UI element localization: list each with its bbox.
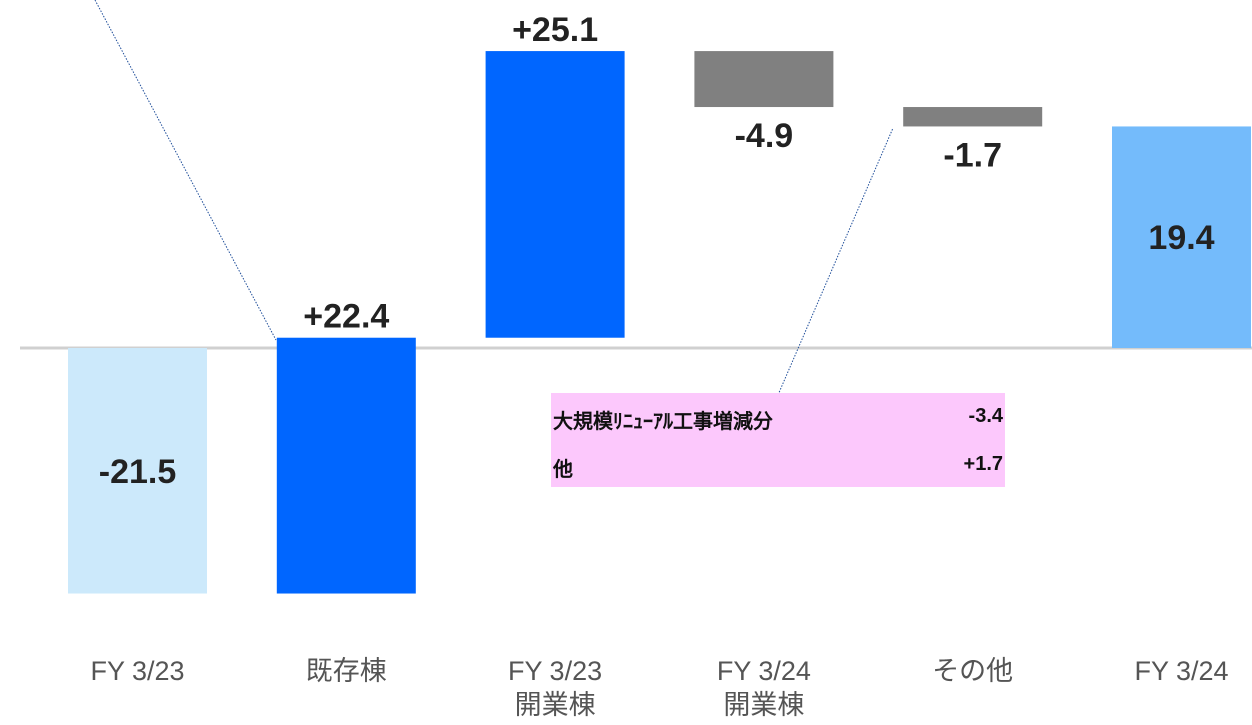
bars: -21.5 +22.4 +25.1 -4.9 -1.7 19.4 bbox=[68, 11, 1251, 594]
annotation-label: 大規模ﾘﾆｭｰｱﾙ工事増減分 bbox=[553, 411, 773, 433]
bar bbox=[68, 348, 207, 594]
value-label: -21.5 bbox=[99, 453, 177, 491]
x-tick-label: FY 3/24 開業棟 bbox=[716, 656, 811, 720]
leader-line bbox=[777, 127, 894, 396]
leader-line bbox=[94, 0, 277, 341]
value-label: +22.4 bbox=[303, 298, 389, 336]
x-tick-label: FY 3/23 bbox=[90, 656, 185, 686]
bar bbox=[485, 51, 625, 338]
x-tick-label: FY 3/24 bbox=[1134, 656, 1229, 686]
annotation-value: +1.7 bbox=[963, 453, 1003, 475]
bar bbox=[903, 107, 1043, 127]
annotation-label: 他 bbox=[553, 459, 573, 481]
x-tick-label: FY 3/23 開業棟 bbox=[508, 656, 603, 720]
x-tick-label: 既存棟 bbox=[305, 656, 387, 686]
x-tick-label: その他 bbox=[932, 656, 1014, 686]
value-label: -1.7 bbox=[943, 136, 1002, 174]
annotation-value: -3.4 bbox=[968, 405, 1003, 427]
bar bbox=[276, 337, 416, 594]
annotation-box: 大規模ﾘﾆｭｰｱﾙ工事増減分 -3.4 他 +1.7 bbox=[551, 393, 1005, 487]
value-label: -4.9 bbox=[735, 117, 794, 155]
bar bbox=[694, 51, 834, 108]
value-label: 19.4 bbox=[1148, 219, 1214, 257]
bar bbox=[1112, 126, 1251, 349]
value-label: +25.1 bbox=[512, 11, 598, 49]
